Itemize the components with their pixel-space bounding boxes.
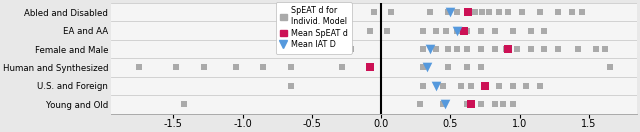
Point <box>476 48 486 50</box>
Point <box>470 11 481 13</box>
Point <box>493 85 504 87</box>
Point <box>431 48 442 50</box>
Point <box>171 66 181 69</box>
Legend: SpEAT d for
Individ. Model, Mean SpEAT d, Mean IAT D: SpEAT d for Individ. Model, Mean SpEAT d… <box>276 2 352 53</box>
Point <box>500 48 511 50</box>
Point <box>577 11 587 13</box>
Point <box>503 11 513 13</box>
Point <box>286 85 296 87</box>
Point <box>431 29 442 32</box>
Point <box>417 48 428 50</box>
Point <box>346 48 356 50</box>
Point <box>591 48 601 50</box>
Point <box>369 11 380 13</box>
Point <box>508 103 518 105</box>
Point <box>498 103 508 105</box>
Point <box>424 48 435 50</box>
Point <box>417 66 428 69</box>
Point <box>600 48 611 50</box>
Point <box>476 66 486 69</box>
Point <box>442 11 452 13</box>
Point <box>442 48 452 50</box>
Point <box>525 29 536 32</box>
Point <box>337 66 348 69</box>
Point <box>466 103 476 105</box>
Point <box>511 48 522 50</box>
Point <box>490 29 500 32</box>
Point <box>431 85 442 87</box>
Point <box>438 85 449 87</box>
Point <box>438 103 449 105</box>
Point <box>480 85 490 87</box>
Point <box>476 103 486 105</box>
Point <box>415 103 425 105</box>
Point <box>525 48 536 50</box>
Point <box>493 11 504 13</box>
Point <box>462 29 472 32</box>
Point <box>424 11 435 13</box>
Point <box>553 11 563 13</box>
Point <box>567 11 577 13</box>
Point <box>456 85 467 87</box>
Point <box>462 48 472 50</box>
Point <box>230 66 241 69</box>
Point <box>440 103 450 105</box>
Point <box>508 29 518 32</box>
Point <box>259 66 269 69</box>
Point <box>365 66 375 69</box>
Point <box>445 11 456 13</box>
Point <box>381 29 392 32</box>
Point <box>442 66 452 69</box>
Point <box>573 48 583 50</box>
Point <box>462 66 472 69</box>
Point <box>490 48 500 50</box>
Point <box>476 29 486 32</box>
Point <box>535 11 545 13</box>
Point <box>535 85 545 87</box>
Point <box>198 66 209 69</box>
Point <box>462 11 472 13</box>
Point <box>604 66 614 69</box>
Point <box>522 85 532 87</box>
Point <box>386 11 396 13</box>
Point <box>517 11 527 13</box>
Point <box>540 29 550 32</box>
Point <box>452 29 462 32</box>
Point <box>422 66 432 69</box>
Point <box>462 103 472 105</box>
Point <box>417 85 428 87</box>
Point <box>477 11 487 13</box>
Point <box>466 85 476 87</box>
Point <box>508 85 518 87</box>
Point <box>484 11 494 13</box>
Point <box>365 29 375 32</box>
Point <box>441 29 451 32</box>
Point <box>459 29 469 32</box>
Point <box>463 11 474 13</box>
Point <box>452 11 462 13</box>
Point <box>480 85 490 87</box>
Point <box>553 48 563 50</box>
Point <box>134 66 144 69</box>
Point <box>179 103 189 105</box>
Point <box>452 48 462 50</box>
Point <box>452 29 462 32</box>
Point <box>490 103 500 105</box>
Point <box>503 48 513 50</box>
Point <box>417 29 428 32</box>
Point <box>286 66 296 69</box>
Point <box>540 48 550 50</box>
